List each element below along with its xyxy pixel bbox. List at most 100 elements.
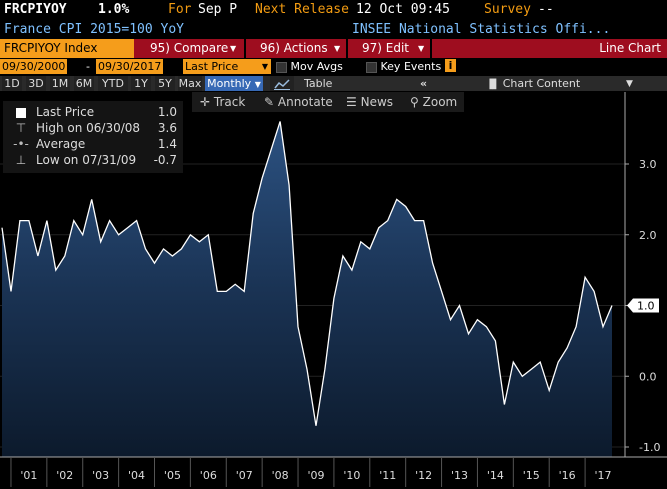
x-tick-label: '14 [487,469,504,482]
chevron-down-icon[interactable]: ▼ [626,79,633,89]
track-label: Track [213,95,246,109]
x-tick-label: '04 [128,469,145,482]
next-release-value: 12 Oct 09:45 [356,2,450,17]
legend-value: 3.6 [157,121,177,135]
actions-dropdown-icon[interactable]: ▼ [334,44,341,53]
source-label: INSEE National Statistics Offi... [352,22,611,37]
annotate-label: Annotate [277,95,333,109]
checkbox-icon [276,61,287,73]
news-label: News [360,95,394,109]
price-line [1,121,613,426]
edit-label: 97) Edit [362,41,410,55]
checkbox-icon [366,61,377,73]
y-tick-label: 2.0 [639,229,657,242]
key-events-toggle[interactable]: Key Events [366,58,441,75]
average-line-icon: -•- [13,137,29,151]
for-label: For [168,2,192,17]
legend-label: Last Price [36,105,95,119]
compare-button[interactable]: 95) Compare [150,39,228,58]
y-axis: 3.02.01.00.0-1.01.0 [625,158,660,454]
range-1d[interactable]: 1D [2,76,22,91]
compare-dropdown-icon[interactable]: ▼ [230,44,237,53]
chevron-down-icon: ▼ [254,80,261,89]
x-tick-label: '09 [307,469,324,482]
chart-type-label[interactable]: Line Chart [599,41,661,55]
actions-button[interactable]: 96) Actions [260,39,328,58]
collapse-icon[interactable]: « [420,77,428,90]
legend-row-high[interactable]: ⊤ High on 06/30/08 3.6 [3,120,183,136]
crosshair-icon: ✛ [200,95,211,109]
line-chart-icon[interactable] [270,76,294,91]
mov-avgs-label: Mov Avgs [290,60,343,73]
y-tick-label: 0.0 [639,370,657,383]
next-release-label: Next Release [255,2,349,17]
last-value-label: 1.0 [637,300,655,313]
chart-icon: ▐▌ [486,80,503,90]
range-6m[interactable]: 6M [74,76,94,91]
track-button[interactable]: ✛ Track [200,92,245,112]
x-tick-label: '02 [56,469,73,482]
x-tick-label: '06 [200,469,217,482]
x-tick-label: '13 [451,469,468,482]
x-tick-label: '01 [20,469,37,482]
mov-avgs-toggle[interactable]: Mov Avgs [276,58,343,75]
range-max[interactable]: Max [178,76,202,91]
range-1m[interactable]: 1M [50,76,70,91]
end-date-input[interactable]: 09/30/2017 [96,59,164,74]
price-mode-label: Last Price [185,60,239,73]
edit-button[interactable]: 97) Edit [362,39,409,58]
legend-label: Average [36,137,86,151]
x-tick-label: '16 [559,469,576,482]
legend-row-low[interactable]: ⊥ Low on 07/31/09 -0.7 [3,152,183,168]
key-events-label: Key Events [380,60,442,73]
chart-content-label: Chart Content [502,77,581,90]
low-marker-icon: ⊥ [15,153,27,167]
range-selector-row: 1D 3D 1M 6M YTD 1Y 5Y Max Monthly ▼ Tabl… [0,76,667,92]
range-1y[interactable]: 1Y [131,76,151,91]
chevron-down-icon: ▼ [261,62,268,71]
legend-value: -0.7 [153,153,177,167]
edit-dropdown-icon[interactable]: ▼ [418,44,425,53]
x-tick-label: '12 [415,469,432,482]
range-5y[interactable]: 5Y [155,76,175,91]
x-tick-label: '17 [595,469,612,482]
security-description-row: France CPI 2015=100 YoY INSEE National S… [0,20,667,39]
price-chart[interactable]: 3.02.01.00.0-1.01.0 '01'02'03'04'05'06'0… [0,92,667,489]
chart-tools-row: ✛ Track ✎ Annotate ☰ News ⚲ Zoom [0,92,667,112]
security-description: France CPI 2015=100 YoY [4,22,185,37]
x-tick-label: '10 [343,469,360,482]
table-button[interactable]: Table [304,77,333,90]
chart-legend: Last Price 1.0 ⊤ High on 06/30/08 3.6 -•… [3,101,183,173]
x-axis: '01 '02 '03 '04 '05 '06 '07 '08 '09 '10 '11 '12 '13 '… [10,457,612,487]
legend-row-last-price[interactable]: Last Price 1.0 [3,104,183,120]
survey-value: -- [538,2,554,17]
start-date-input[interactable]: 09/30/2000 [0,59,68,74]
price-mode-select[interactable]: Last Price ▼ [183,59,271,74]
last-value: 1.0% [98,2,130,17]
legend-row-average[interactable]: -•- Average 1.4 [3,136,183,152]
tools-background [192,92,464,112]
frequency-select[interactable]: Monthly ▼ [205,76,263,91]
range-ytd[interactable]: YTD [98,76,128,91]
chart-content-button[interactable]: ▐▌ Chart Content [486,76,580,93]
y-tick-label: -1.0 [639,441,660,454]
toolbar-divider [430,39,432,58]
annotate-button[interactable]: ✎ Annotate [264,92,333,112]
x-tick-label: '15 [523,469,540,482]
zoom-label: Zoom [422,95,458,109]
toolbar-divider [346,39,348,58]
zoom-button[interactable]: ⚲ Zoom [410,92,457,112]
actions-label: 96) Actions [260,41,328,55]
security-field[interactable]: FRCPIYOY Index [0,39,134,58]
info-icon[interactable]: i [445,59,456,72]
security-header: FRCPIYOY 1.0% For Sep P Next Release 12 … [0,0,667,20]
x-tick-label: '03 [92,469,109,482]
range-3d[interactable]: 3D [26,76,46,91]
ticker-label: FRCPIYOY [4,2,67,17]
square-icon [13,104,29,120]
news-button[interactable]: ☰ News [346,92,393,112]
x-tick-label: '05 [164,469,181,482]
compare-label: 95) Compare [150,41,229,55]
news-icon: ☰ [346,95,357,109]
toolbar-divider [244,39,246,58]
